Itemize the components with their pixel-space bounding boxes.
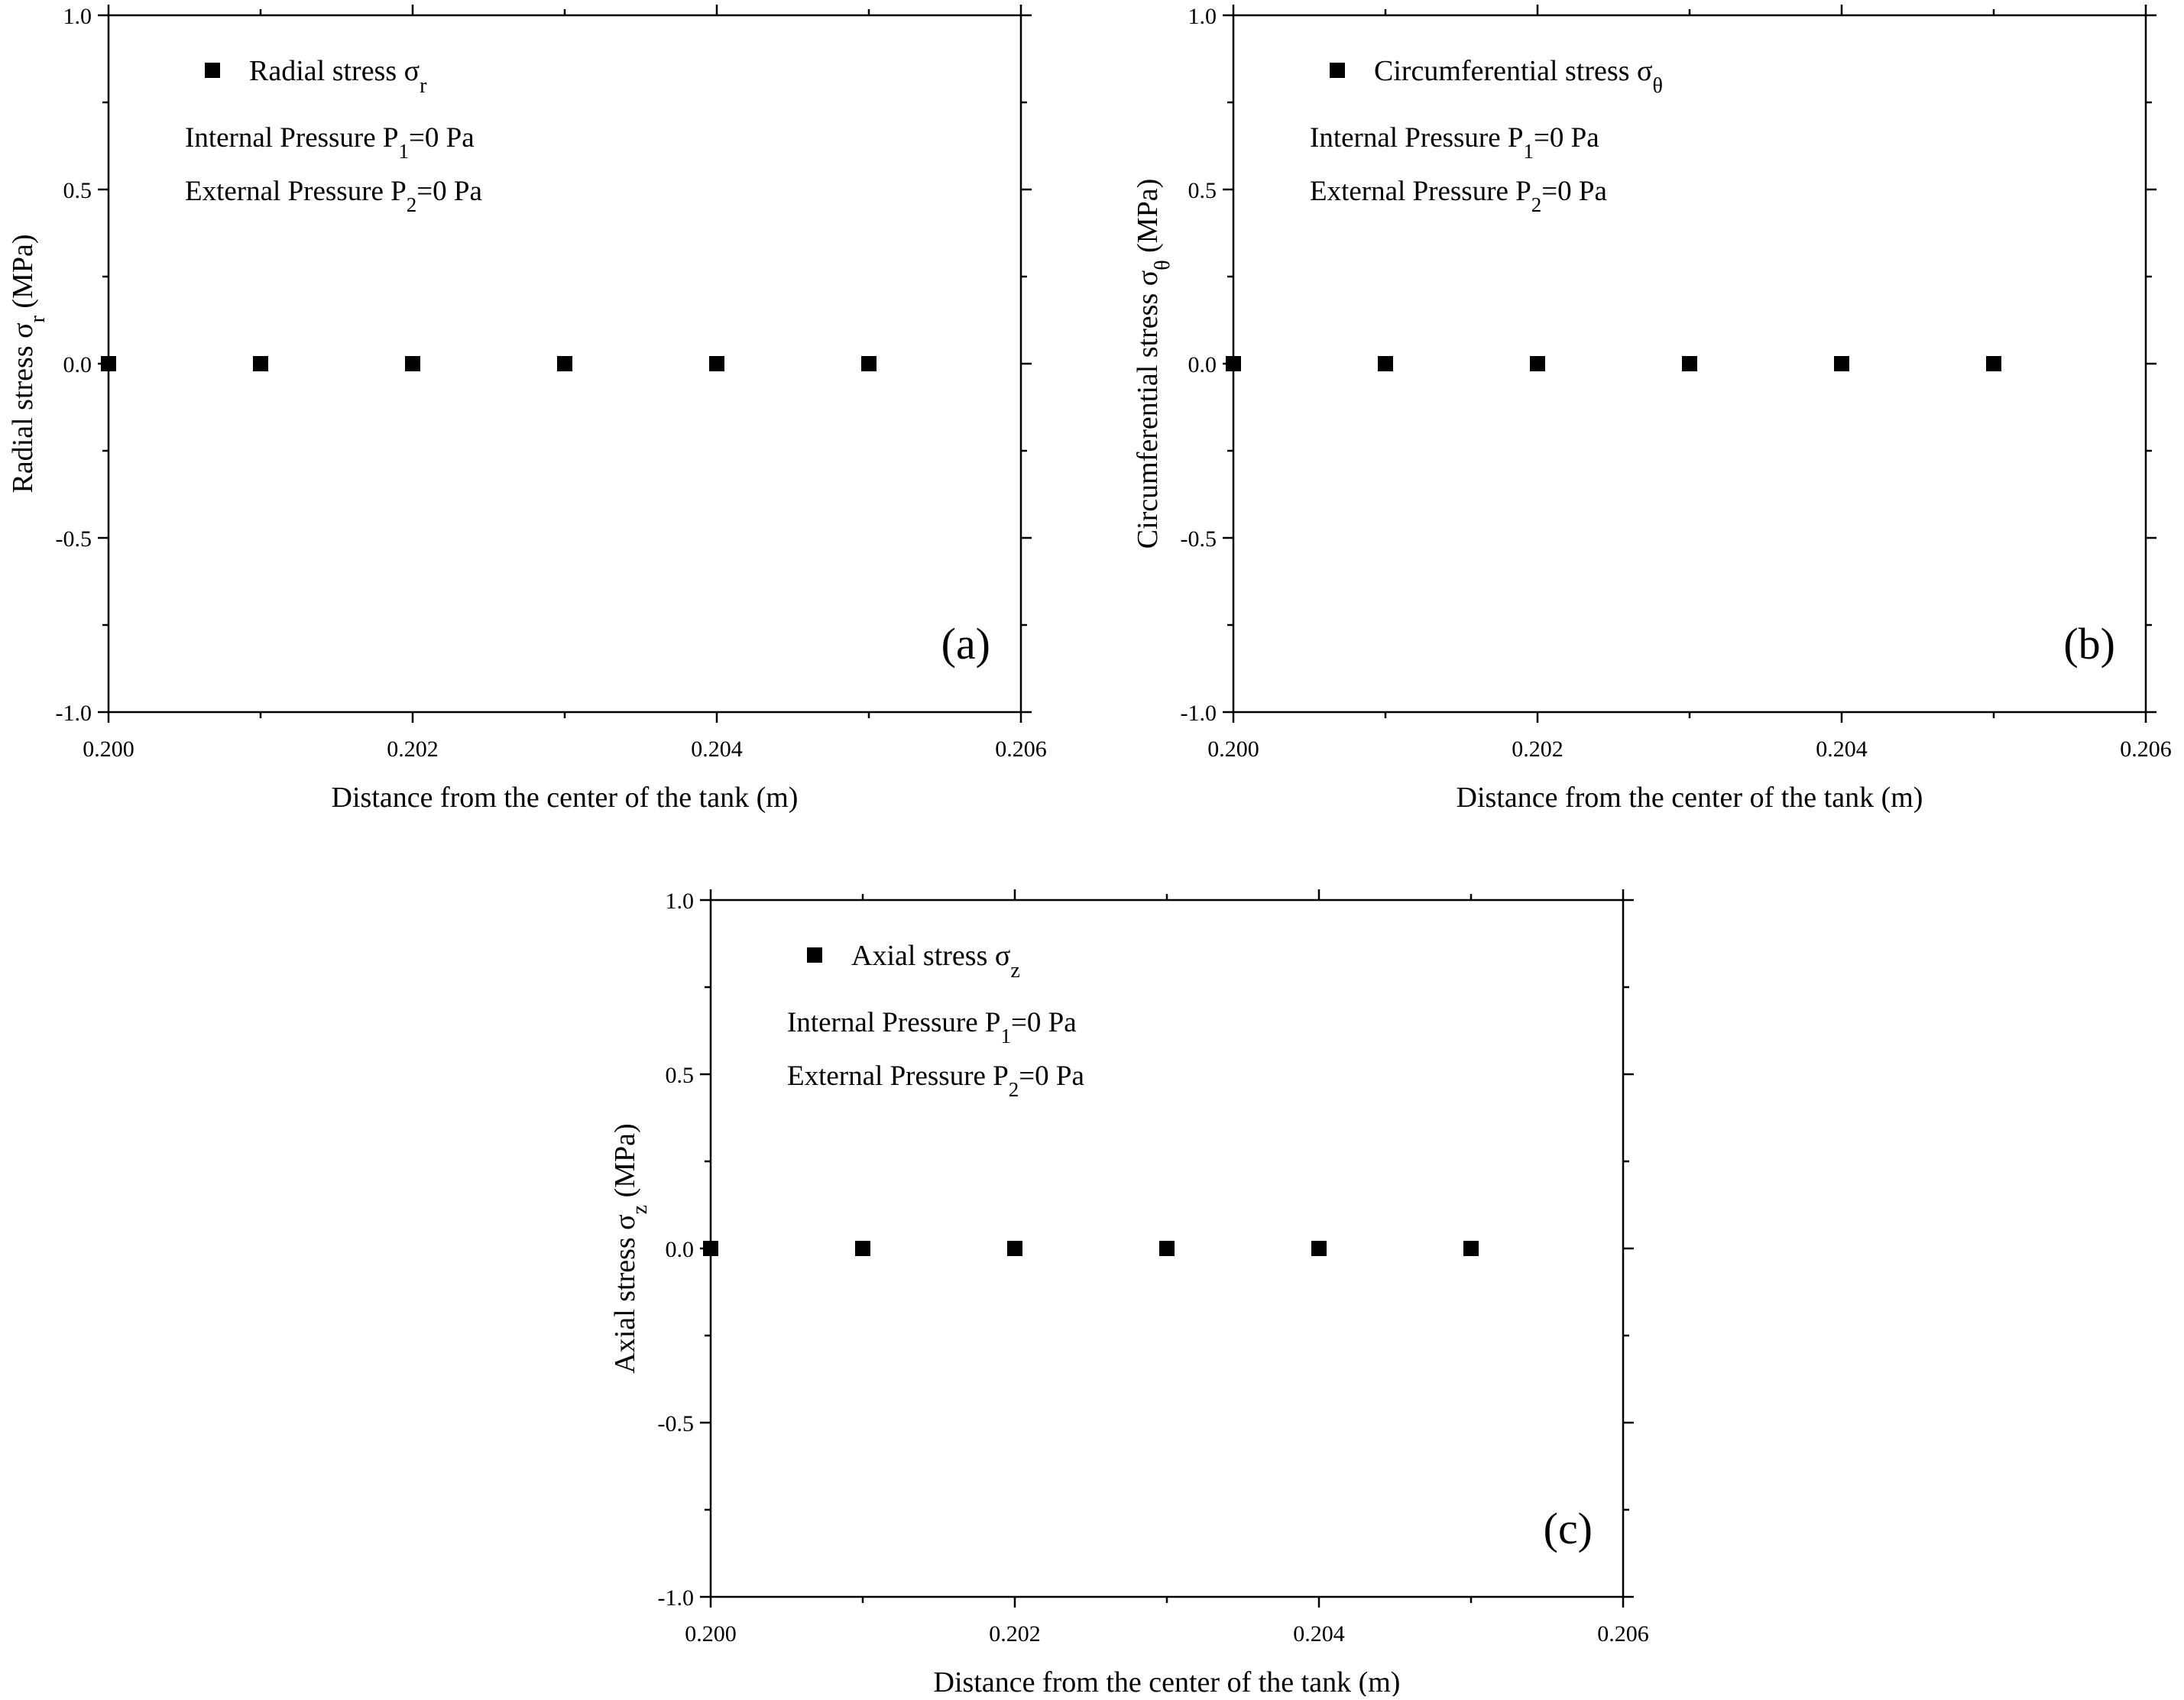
legend-label: Radial stress σr — [249, 55, 427, 98]
internal-pressure-label: Internal Pressure P1=0 Pa — [787, 1007, 1077, 1048]
y-tick-label: -0.5 — [56, 526, 92, 552]
external-pressure-label: External Pressure P2=0 Pa — [1310, 176, 1607, 216]
data-point — [101, 356, 116, 371]
y-axis-title: Radial stress σr (MPa) — [7, 234, 50, 493]
x-tick-label: 0.206 — [1597, 1621, 1649, 1647]
data-point — [855, 1241, 870, 1256]
x-tick-label: 0.202 — [387, 737, 439, 762]
data-point — [1007, 1241, 1022, 1256]
data-point — [1378, 356, 1393, 371]
y-tick-label: 0.0 — [1188, 352, 1217, 377]
data-point — [1311, 1241, 1327, 1256]
x-tick-label: 0.200 — [1207, 737, 1259, 762]
data-point — [1463, 1241, 1479, 1256]
data-point — [253, 356, 268, 371]
y-tick-label: 0.5 — [1188, 178, 1217, 203]
external-pressure-label: External Pressure P2=0 Pa — [185, 176, 482, 216]
x-axis-title: Distance from the center of the tank (m) — [934, 1666, 1401, 1696]
x-axis-title: Distance from the center of the tank (m) — [332, 782, 799, 814]
x-tick-label: 0.204 — [1816, 737, 1868, 762]
external-pressure-label: External Pressure P2=0 Pa — [787, 1060, 1084, 1101]
data-point — [1530, 356, 1545, 371]
y-tick-label: -1.0 — [56, 701, 92, 726]
x-tick-label: 0.200 — [685, 1621, 737, 1647]
y-tick-label: -1.0 — [658, 1585, 695, 1611]
y-tick-label: 0.0 — [63, 352, 92, 377]
x-tick-label: 0.204 — [1293, 1621, 1345, 1647]
legend-label: Circumferential stress σθ — [1374, 55, 1663, 98]
x-tick-label: 0.204 — [691, 737, 743, 762]
y-axis-title: Circumferential stress σθ (MPa) — [1132, 179, 1175, 549]
y-tick-label: -1.0 — [1181, 701, 1217, 726]
chart-panel-3: 0.200 0.202 0.204 0.206 -1.0 -0.5 0.0 0.5 1.0 Dis… — [609, 889, 1649, 1698]
x-tick-label: 0.206 — [995, 737, 1047, 762]
data-point — [1986, 356, 2001, 371]
x-tick-label: 0.202 — [1512, 737, 1563, 762]
x-axis-title: Distance from the center of the tank (m) — [1457, 782, 1923, 814]
y-tick-label: 1.0 — [1188, 4, 1217, 29]
data-point — [1682, 356, 1697, 371]
data-point — [557, 356, 572, 371]
y-tick-label: 0.0 — [666, 1237, 695, 1262]
chart-panel-2: 0.200 0.202 0.204 0.206 -1.0 -0.5 0.0 0.5 1.0 Dis… — [1132, 4, 2172, 814]
panel-letter: (c) — [1544, 1504, 1593, 1553]
legend-label: Axial stress σz — [851, 940, 1020, 983]
chart-panel-1: 0.200 0.202 0.204 0.206 -1.0 -0.5 0.0 0.5 1.0 Dis… — [7, 4, 1047, 814]
legend-marker — [807, 947, 822, 963]
data-point — [405, 356, 420, 371]
data-point — [1159, 1241, 1175, 1256]
data-point — [703, 1241, 718, 1256]
legend-marker — [1330, 63, 1345, 78]
data-point — [1834, 356, 1849, 371]
data-point — [1226, 356, 1241, 371]
panel-letter: (a) — [941, 619, 990, 669]
panel-letter: (b) — [2063, 619, 2115, 669]
legend-marker — [205, 63, 220, 78]
x-tick-label: 0.200 — [83, 737, 134, 762]
data-point — [861, 356, 877, 371]
y-tick-label: 1.0 — [63, 4, 92, 29]
internal-pressure-label: Internal Pressure P1=0 Pa — [185, 122, 475, 163]
data-point — [709, 356, 724, 371]
x-tick-label: 0.206 — [2120, 737, 2172, 762]
internal-pressure-label: Internal Pressure P1=0 Pa — [1310, 122, 1599, 163]
x-tick-label: 0.202 — [989, 1621, 1041, 1647]
y-tick-label: 0.5 — [63, 178, 92, 203]
y-axis-title: Axial stress σz (MPa) — [609, 1123, 652, 1373]
y-tick-label: 1.0 — [666, 889, 695, 914]
y-tick-label: -0.5 — [1181, 526, 1217, 552]
y-tick-label: 0.5 — [666, 1063, 695, 1088]
y-tick-label: -0.5 — [658, 1411, 695, 1436]
